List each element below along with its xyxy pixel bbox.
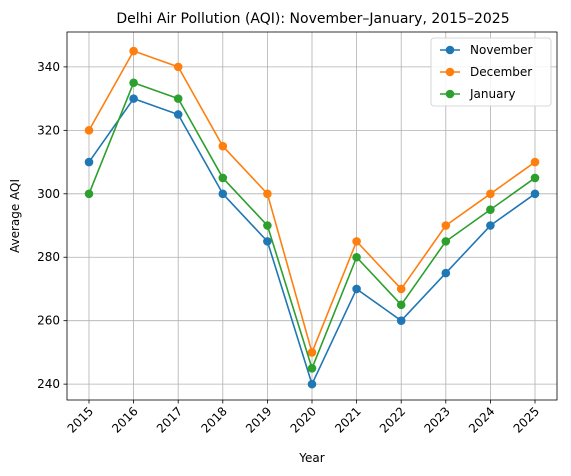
x-tick-label: 2021 [332,404,363,435]
data-point [441,268,451,278]
series-november [84,94,540,389]
legend-box [430,37,552,107]
data-point [352,284,361,294]
legend-item-november: November [440,43,532,57]
data-point [263,189,272,199]
legend-label: November [470,43,532,57]
data-point [307,363,317,373]
data-point [263,237,272,246]
x-tick-label: 2024 [466,404,497,435]
legend-item-december: December [440,65,532,79]
data-point [486,205,495,214]
x-tick-label: 2020 [288,404,319,435]
data-point [441,237,451,246]
x-tick-label: 2015 [65,404,96,435]
data-point [129,94,138,103]
data-point [530,189,540,199]
legend-label: January [469,87,516,101]
data-point [218,173,228,183]
data-point [84,157,94,167]
axis-ticks: 2015 2016 2017 2018 2019 2020 2021 2022 2023 2024… [37,60,542,436]
data-point [530,173,540,183]
series-december [84,46,540,357]
data-point [396,316,406,325]
legend-swatch-marker [445,67,455,77]
data-point [173,94,183,103]
legend-item-january: January [440,87,516,101]
series-layer [84,46,540,389]
y-tick-label: 320 [37,123,60,137]
data-point [396,284,406,294]
y-axis-label: Average AQI [8,179,22,253]
x-tick-label: 2023 [421,404,452,435]
x-tick-label: 2022 [377,404,408,435]
legend-swatch-marker [445,89,455,99]
data-point [129,78,138,88]
data-point [352,252,361,262]
data-point [486,189,495,199]
y-tick-label: 300 [37,187,60,201]
data-point [173,110,183,119]
x-tick-label: 2017 [154,404,185,435]
data-point [84,126,94,135]
x-axis-label: Year [298,451,324,465]
y-tick-label: 280 [37,250,60,264]
x-tick-label: 2018 [198,404,229,435]
x-tick-label: 2019 [243,404,274,435]
data-point [263,221,272,230]
series-january [84,78,540,373]
data-point [129,46,138,56]
data-point [486,221,495,230]
data-point [84,189,94,199]
y-tick-label: 260 [37,314,60,328]
legend-label: December [470,65,532,79]
y-tick-label: 340 [37,60,60,74]
data-point [307,348,317,357]
legend-swatch-marker [445,45,455,55]
y-tick-label: 240 [37,377,60,391]
data-point [173,62,183,72]
data-point [352,237,361,246]
chart-title: Delhi Air Pollution (AQI): November–Janu… [116,11,509,27]
x-tick-label: 2025 [511,404,542,435]
legend: November December January [430,37,552,107]
data-point [441,221,451,230]
data-point [530,157,540,167]
data-point [218,141,228,151]
x-tick-label: 2016 [109,404,140,435]
data-point [307,379,317,389]
data-point [396,300,406,310]
data-point [218,189,228,199]
